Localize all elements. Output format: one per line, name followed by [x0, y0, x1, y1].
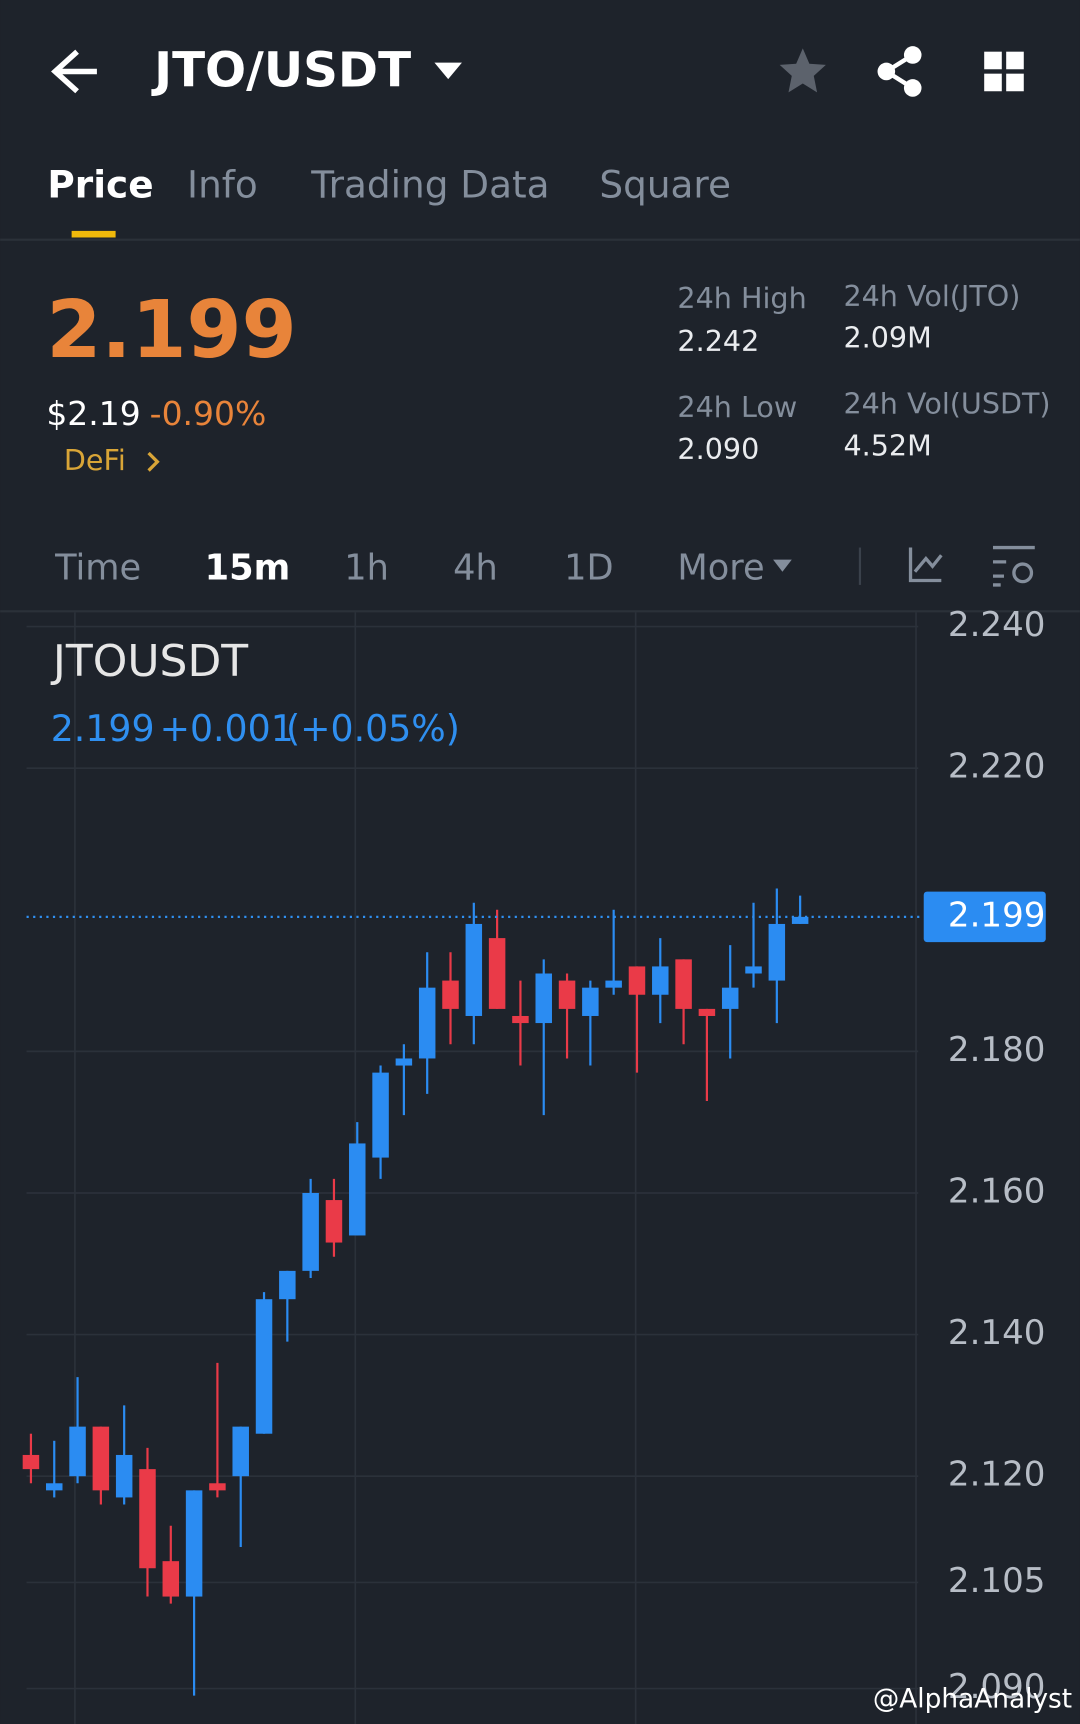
indicator-icon[interactable] [908, 547, 943, 583]
candle-body [628, 966, 646, 995]
candle-body [605, 980, 622, 988]
candle-body [325, 1200, 343, 1243]
tag-chevron [147, 451, 160, 472]
candle-body [768, 923, 786, 981]
candle-body [372, 1072, 389, 1158]
candle-body [721, 987, 739, 1009]
chart-symbol: JTOUSDT [50, 636, 248, 687]
grid-icon[interactable] [984, 51, 1024, 92]
candle-body [22, 1454, 40, 1470]
current-price-badge [923, 891, 1046, 943]
candle-body [162, 1561, 180, 1597]
y-tick-label: 2.160 [948, 1171, 1046, 1211]
legend-price: 2.199 [51, 707, 155, 750]
last-price: 2.199 [46, 284, 296, 376]
y-tick-label: 2.220 [948, 747, 1046, 787]
price-change: -0.90% [150, 394, 267, 433]
legend-change-pct: (+0.05%) [286, 707, 460, 750]
y-tick-label: 2.090 [948, 1667, 1046, 1707]
y-tick-label: 2.140 [948, 1313, 1046, 1353]
candle-body [185, 1490, 203, 1597]
share-icon[interactable] [877, 46, 922, 97]
y-tick-label: 2.240 [948, 605, 1046, 645]
candle-body [745, 966, 762, 974]
interval-button[interactable]: 4h [453, 548, 498, 589]
candle-body [558, 980, 576, 1009]
favorite-icon[interactable] [779, 48, 826, 93]
tab[interactable]: Info [187, 162, 258, 206]
stat-label: 24h High [677, 281, 806, 315]
candle-body [395, 1058, 413, 1066]
interval-button[interactable]: 1h [344, 548, 389, 589]
candle-body [418, 987, 436, 1059]
watermark: @AlphaAnalyst [873, 1684, 1072, 1714]
candle-body [302, 1192, 319, 1271]
candle-body [232, 1426, 249, 1477]
tab-indicator [71, 230, 116, 238]
candle-body [279, 1270, 296, 1300]
interval-button[interactable]: More [677, 548, 764, 589]
candle-body [209, 1483, 226, 1491]
interval-button[interactable]: 15m [205, 548, 291, 589]
candle-body [69, 1426, 86, 1477]
chart: 2.240 2.220 2.180 2.160 2.140 2.120 2.105 2.090… [22, 605, 1046, 1724]
legend-change: +0.001 [160, 707, 294, 750]
candle-body [488, 938, 506, 1009]
candle-body [582, 987, 599, 1016]
tab[interactable]: Trading Data [310, 162, 549, 206]
y-tick-label: 2.120 [948, 1455, 1046, 1495]
stat-label: 24h Vol(JTO) [843, 279, 1020, 313]
candle-body [512, 1015, 529, 1024]
stat-value: 2.090 [677, 432, 759, 466]
candle-body [349, 1143, 366, 1236]
stat-value: 2.242 [677, 324, 759, 358]
candle-body [92, 1426, 110, 1491]
stat-value: 4.52M [843, 428, 931, 462]
candle-body [255, 1299, 273, 1434]
stat-value: 2.09M [843, 321, 931, 355]
candle-body [45, 1483, 63, 1491]
candle-body [698, 1008, 716, 1016]
more-dropdown [773, 559, 792, 572]
divider [0, 238, 1080, 241]
candle-body [675, 959, 692, 1009]
y-tick-label: 2.180 [948, 1030, 1046, 1070]
stat-label: 24h Low [677, 390, 797, 424]
tab[interactable]: Square [599, 162, 731, 206]
divider [858, 547, 862, 585]
candle-body [652, 966, 669, 995]
candle-body [115, 1454, 133, 1498]
divider [0, 610, 1080, 613]
candle-body [465, 923, 483, 1016]
candle-body [791, 916, 809, 924]
interval-button[interactable]: Time [54, 548, 141, 589]
pair-title[interactable]: JTO/USDT [151, 43, 411, 99]
tab[interactable]: Price [47, 162, 153, 206]
candle-body [442, 980, 459, 1009]
settings-icon[interactable] [992, 545, 1035, 587]
category-tag[interactable]: DeFi [64, 443, 126, 477]
usd-price: $2.19 [46, 394, 140, 433]
y-tick-label: 2.105 [948, 1561, 1046, 1601]
interval-button[interactable]: 1D [564, 548, 613, 589]
candle-body [535, 973, 552, 1024]
back-button[interactable] [51, 49, 97, 94]
current-price-label: 2.199 [948, 895, 1046, 935]
candle-body [139, 1469, 156, 1569]
stat-label: 24h Vol(USDT) [843, 387, 1050, 421]
pair-dropdown[interactable] [434, 62, 462, 80]
